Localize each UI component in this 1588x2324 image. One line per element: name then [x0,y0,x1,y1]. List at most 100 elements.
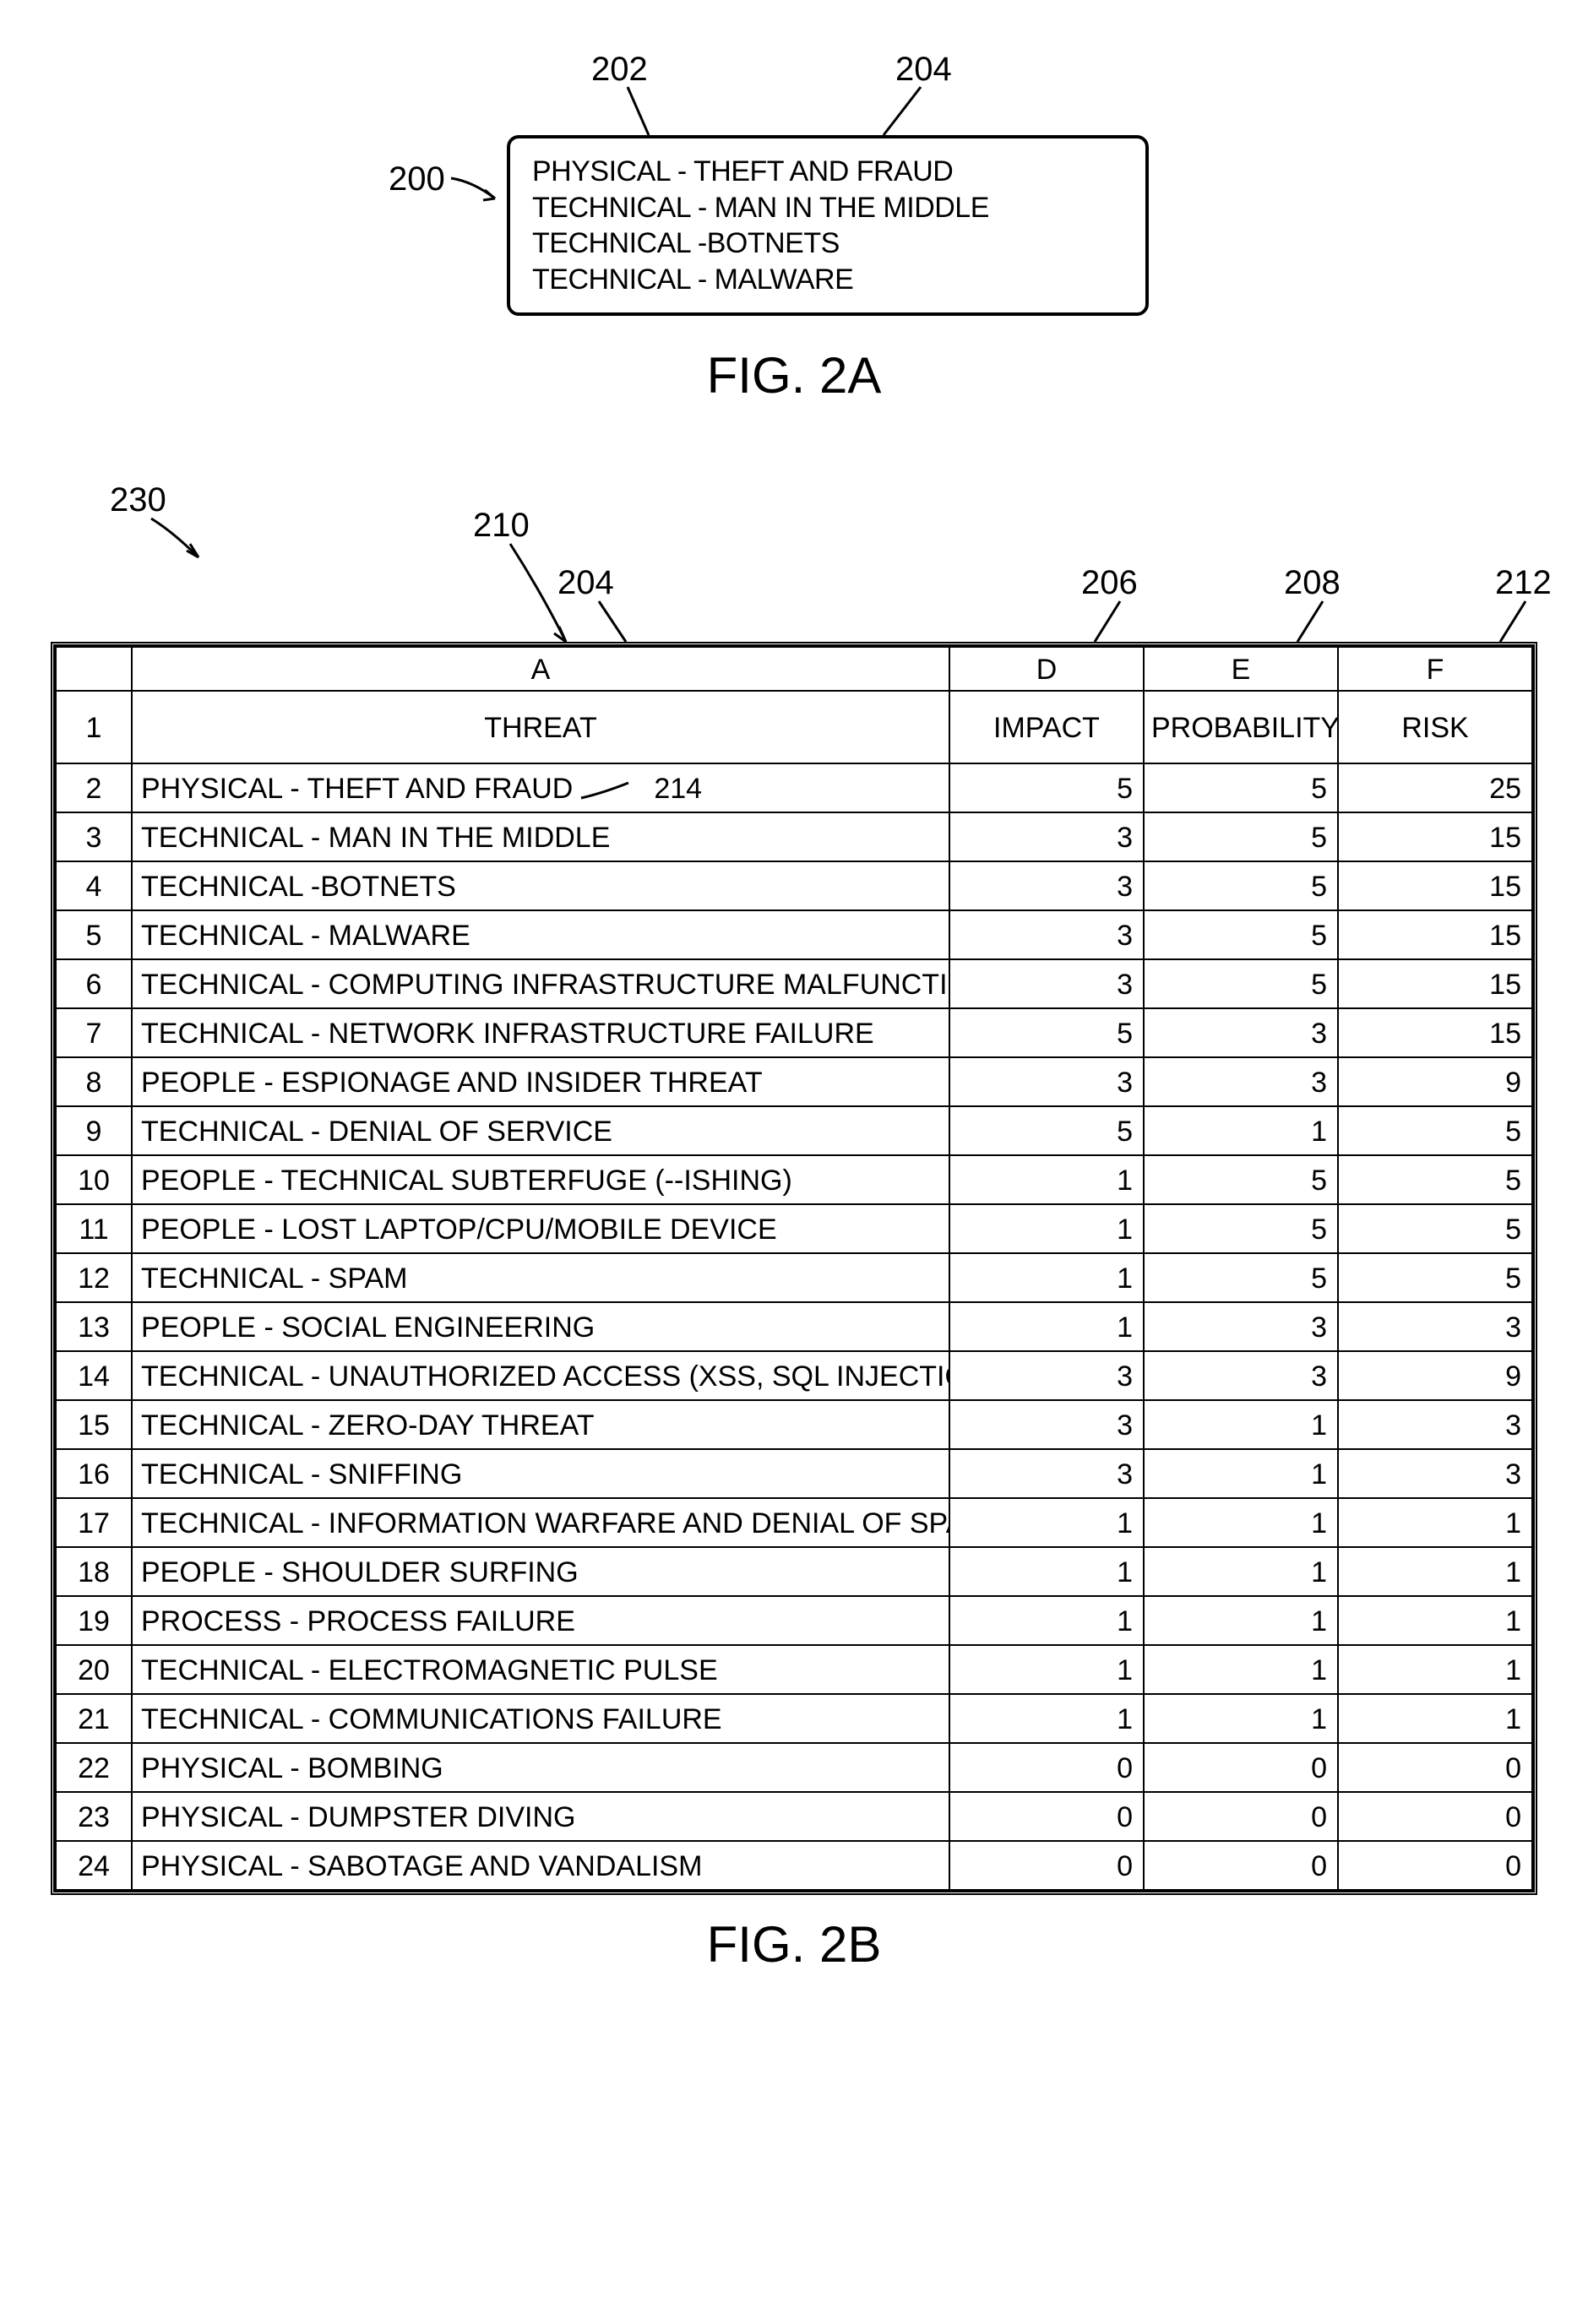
table-row: 22PHYSICAL - BOMBING000 [56,1743,1532,1792]
threat-cell: TECHNICAL - INFORMATION WARFARE AND DENI… [132,1498,949,1547]
prob-cell: 1 [1144,1694,1338,1743]
callout-212: 212 [1495,564,1552,602]
threat-cell: PHYSICAL - BOMBING [132,1743,949,1792]
callout-208: 208 [1284,564,1341,602]
header-letter-d: D [949,647,1144,691]
header-letter-e: E [1144,647,1338,691]
threat-cell: PEOPLE - SHOULDER SURFING [132,1547,949,1596]
table-row: 18PEOPLE - SHOULDER SURFING111 [56,1547,1532,1596]
impact-cell: 3 [949,812,1144,861]
risk-cell: 25 [1338,763,1532,812]
table-row: 3TECHNICAL - MAN IN THE MIDDLE3515 [56,812,1532,861]
risk-cell: 5 [1338,1253,1532,1302]
fig-2a-box: PHYSICAL - THEFT AND FRAUD TECHNICAL - M… [507,135,1149,316]
threat-table-body: 2PHYSICAL - THEFT AND FRAUD21455253TECHN… [56,763,1532,1890]
impact-cell: 0 [949,1792,1144,1841]
threat-table: A D E F 1 THREAT IMPACT PROBABILITY RISK… [55,646,1533,1891]
threat-cell: TECHNICAL - SNIFFING [132,1449,949,1498]
risk-cell: 9 [1338,1351,1532,1400]
table-row: 9TECHNICAL - DENIAL OF SERVICE515 [56,1106,1532,1155]
impact-cell: 3 [949,1449,1144,1498]
prob-cell: 3 [1144,1057,1338,1106]
threat-table-outer: A D E F 1 THREAT IMPACT PROBABILITY RISK… [51,642,1537,1895]
table-row: 6TECHNICAL - COMPUTING INFRASTRUCTURE MA… [56,959,1532,1008]
table-row: 11PEOPLE - LOST LAPTOP/CPU/MOBILE DEVICE… [56,1204,1532,1253]
prob-cell: 5 [1144,1155,1338,1204]
prob-cell: 5 [1144,1204,1338,1253]
impact-cell: 3 [949,861,1144,910]
callout-202: 202 [591,51,648,89]
prob-cell: 1 [1144,1400,1338,1449]
table-row: 7TECHNICAL - NETWORK INFRASTRUCTURE FAIL… [56,1008,1532,1057]
fig2a-line-3: TECHNICAL -BOTNETS [532,225,1123,262]
impact-cell: 0 [949,1743,1144,1792]
prob-cell: 0 [1144,1792,1338,1841]
threat-cell: TECHNICAL - DENIAL OF SERVICE [132,1106,949,1155]
prob-cell: 1 [1144,1547,1338,1596]
threat-cell: TECHNICAL - UNAUTHORIZED ACCESS (XSS, SQ… [132,1351,949,1400]
prob-cell: 5 [1144,959,1338,1008]
prob-cell: 0 [1144,1841,1338,1890]
row-number: 3 [56,812,132,861]
leader-arrow-200 [448,173,507,207]
threat-cell: PHYSICAL - SABOTAGE AND VANDALISM [132,1841,949,1890]
threat-cell: TECHNICAL -BOTNETS [132,861,949,910]
risk-cell: 9 [1338,1057,1532,1106]
impact-cell: 0 [949,1841,1144,1890]
impact-cell: 1 [949,1155,1144,1204]
impact-cell: 3 [949,1351,1144,1400]
prob-cell: 5 [1144,861,1338,910]
header-impact: IMPACT [949,691,1144,763]
table-header-letters: A D E F [56,647,1532,691]
prob-cell: 0 [1144,1743,1338,1792]
prob-cell: 3 [1144,1351,1338,1400]
callout-210: 210 [473,507,530,545]
callout-214: 214 [654,773,702,805]
risk-cell: 1 [1338,1645,1532,1694]
table-row: 20TECHNICAL - ELECTROMAGNETIC PULSE111 [56,1645,1532,1694]
header-letter-f: F [1338,647,1532,691]
leader-line-206 [1090,598,1132,649]
table-row: 14TECHNICAL - UNAUTHORIZED ACCESS (XSS, … [56,1351,1532,1400]
threat-cell: PEOPLE - LOST LAPTOP/CPU/MOBILE DEVICE [132,1204,949,1253]
callout-200: 200 [389,160,445,198]
table-row: 10PEOPLE - TECHNICAL SUBTERFUGE (--ISHIN… [56,1155,1532,1204]
prob-cell: 3 [1144,1302,1338,1351]
prob-cell: 1 [1144,1449,1338,1498]
risk-cell: 0 [1338,1841,1532,1890]
header-rownum-1: 1 [56,691,132,763]
threat-cell: PHYSICAL - THEFT AND FRAUD214 [132,763,949,812]
impact-cell: 1 [949,1547,1144,1596]
impact-cell: 1 [949,1645,1144,1694]
prob-cell: 5 [1144,910,1338,959]
risk-cell: 15 [1338,1008,1532,1057]
table-row: 4TECHNICAL -BOTNETS3515 [56,861,1532,910]
threat-cell: TECHNICAL - ELECTROMAGNETIC PULSE [132,1645,949,1694]
header-threat: THREAT [132,691,949,763]
risk-cell: 5 [1338,1106,1532,1155]
risk-cell: 15 [1338,861,1532,910]
row-number: 20 [56,1645,132,1694]
row-number: 15 [56,1400,132,1449]
risk-cell: 15 [1338,812,1532,861]
header-prob: PROBABILITY [1144,691,1338,763]
callout-204-top: 204 [895,51,952,89]
threat-cell: PEOPLE - ESPIONAGE AND INSIDER THREAT [132,1057,949,1106]
impact-cell: 3 [949,1057,1144,1106]
impact-cell: 1 [949,1204,1144,1253]
prob-cell: 1 [1144,1498,1338,1547]
risk-cell: 3 [1338,1302,1532,1351]
fig-2a-caption: FIG. 2A [34,346,1554,405]
threat-cell: TECHNICAL - ZERO-DAY THREAT [132,1400,949,1449]
risk-cell: 3 [1338,1449,1532,1498]
fig2a-line-1: PHYSICAL - THEFT AND FRAUD [532,154,1123,190]
table-row: 2PHYSICAL - THEFT AND FRAUD2145525 [56,763,1532,812]
table-row: 15TECHNICAL - ZERO-DAY THREAT313 [56,1400,1532,1449]
threat-cell: TECHNICAL - MAN IN THE MIDDLE [132,812,949,861]
row-number: 17 [56,1498,132,1547]
fig2a-line-4: TECHNICAL - MALWARE [532,262,1123,298]
impact-cell: 1 [949,1302,1144,1351]
risk-cell: 0 [1338,1743,1532,1792]
table-row: 23PHYSICAL - DUMPSTER DIVING000 [56,1792,1532,1841]
row-number: 18 [56,1547,132,1596]
